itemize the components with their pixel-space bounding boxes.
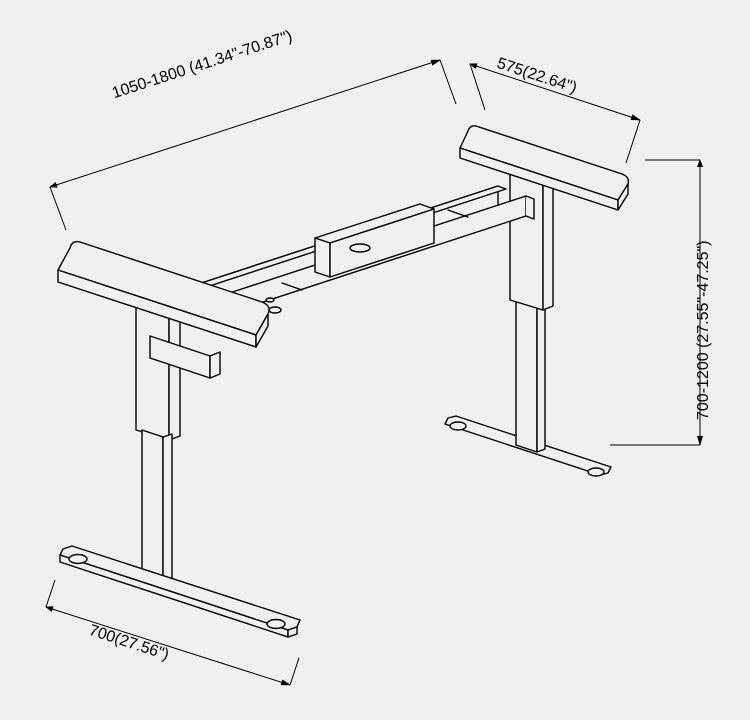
diagram-stage: 1050-1800 (41.34"-70.87") 575(22.64") 70… <box>0 0 750 720</box>
dimension-lines <box>0 0 750 720</box>
dimension-height-label: 700-1200 (27.55"-47.25") <box>695 241 713 420</box>
